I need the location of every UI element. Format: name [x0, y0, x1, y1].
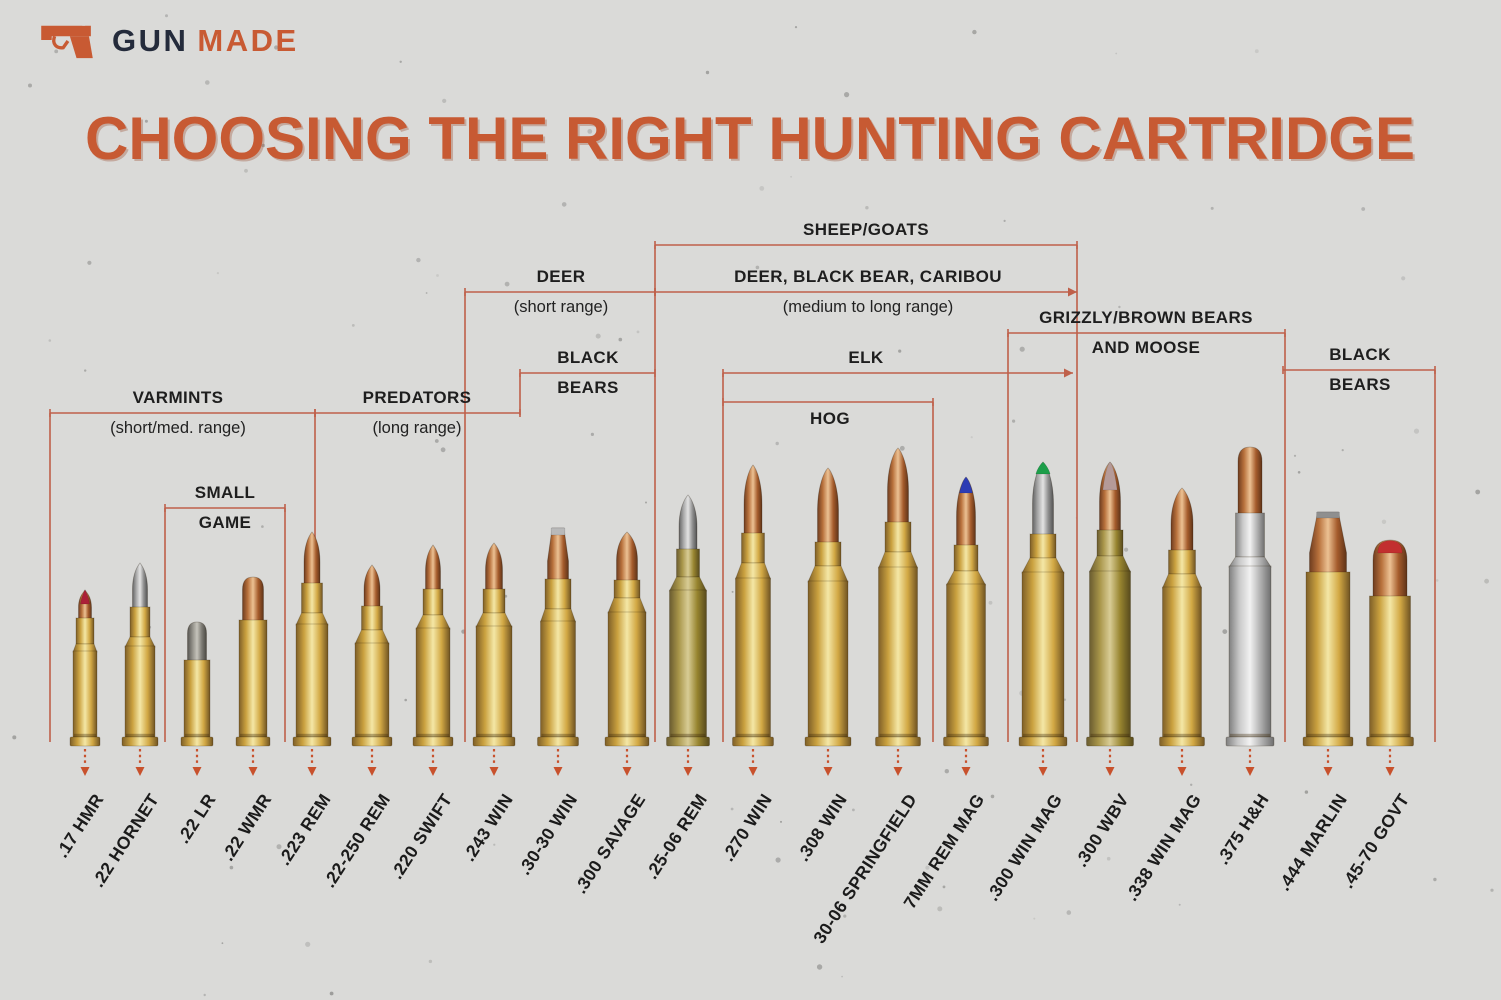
cartridge-338-win-mag: [1159, 487, 1205, 747]
group-label2-grizzly-brown-bears-moose: AND MOOSE: [1091, 338, 1201, 357]
bracket-sheep-goats: [654, 241, 1078, 742]
bracket-predators: [314, 409, 521, 417]
group-label-black-bears-right: BLACK: [1329, 345, 1391, 364]
group-sublabel-deer-black-bear-caribou: (medium to long range): [782, 298, 954, 316]
group-label2-black-bears-left: BEARS: [557, 378, 619, 397]
logo-text-made: MADE: [197, 23, 299, 58]
bracket-deer-black-bear-caribou: [654, 287, 1077, 297]
bracket-elk: [722, 368, 1073, 742]
group-label-deer-short-range: DEER: [536, 267, 586, 286]
cartridge-7mm-rem-mag: [943, 476, 989, 747]
cartridge-22-wmr: [235, 576, 271, 747]
cartridge-300-savage: [604, 531, 650, 747]
cartridges: [69, 446, 1414, 747]
cartridge-243-win: [472, 542, 516, 747]
bracket-grizzly-brown-bears-moose: [1007, 329, 1286, 742]
group-sublabel-deer-short-range: (short range): [513, 298, 609, 316]
cartridge-444-marlin: [1302, 511, 1354, 747]
group-label2-black-bears-right: BEARS: [1329, 375, 1391, 394]
cartridge-300-win-mag: [1018, 461, 1068, 747]
cartridge-223-rem: [292, 531, 332, 747]
group-label-varmints: VARMINTS: [132, 388, 224, 407]
group-label-black-bears-left: BLACK: [557, 348, 619, 367]
group-label-small-game: SMALL: [194, 483, 256, 502]
group-label-deer-black-bear-caribou: DEER, BLACK BEAR, CARIBOU: [734, 267, 1002, 286]
cartridge-22-250-rem: [351, 564, 393, 747]
cartridge-30-30-win: [537, 527, 579, 747]
cartridge-220-swift: [412, 544, 454, 747]
cartridge-270-win: [732, 464, 774, 747]
cartridge-45-70-govt: [1366, 539, 1414, 747]
cartridge-30-06-springfield: [875, 447, 921, 747]
group-label-elk: ELK: [848, 348, 884, 367]
cartridge-375-h-h: [1225, 446, 1275, 747]
bracket-small-game: [164, 504, 286, 742]
pistol-icon: [41, 21, 93, 59]
group-sublabel-predators: (long range): [372, 419, 462, 437]
group-sublabel-varmints: (short/med. range): [110, 419, 246, 437]
cartridge-308-win: [804, 467, 852, 747]
cartridge-22-lr: [180, 621, 214, 747]
logo-text-gun: GUN: [112, 23, 189, 58]
group-label2-small-game: GAME: [198, 513, 252, 532]
bracket-hog: [722, 398, 934, 742]
cartridge-17-hmr: [69, 589, 101, 747]
group-label-hog: HOG: [810, 409, 850, 428]
cartridge-22-hornet: [121, 562, 159, 747]
pointer-arrows: [80, 749, 1395, 776]
group-label-grizzly-brown-bears-moose: GRIZZLY/BROWN BEARS: [1039, 308, 1253, 327]
page-title: CHOOSING THE RIGHT HUNTING CARTRIDGE: [85, 105, 1415, 172]
cartridge-25-06-rem: [666, 494, 710, 747]
group-label-sheep-goats: SHEEP/GOATS: [803, 220, 929, 239]
bracket-black-bears-right: [1282, 366, 1436, 742]
group-label-predators: PREDATORS: [362, 388, 472, 407]
gunmade-logo: GUN MADE: [38, 20, 299, 62]
cartridge-300-wbv: [1086, 461, 1134, 747]
logo-text: GUN MADE: [112, 23, 299, 59]
